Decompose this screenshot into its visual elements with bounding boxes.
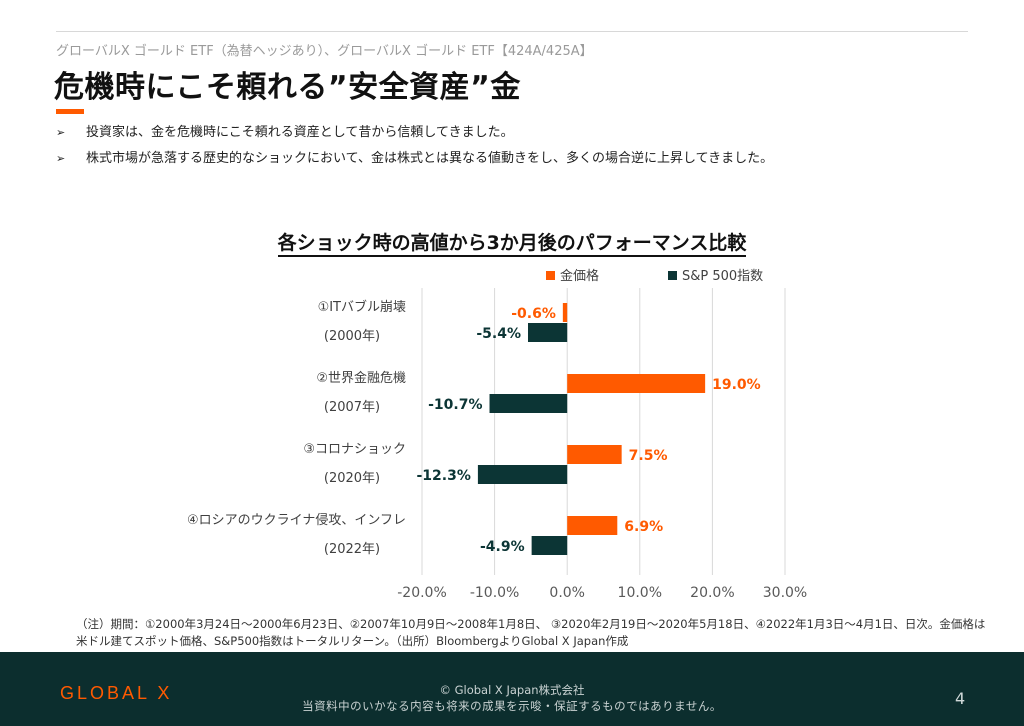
arrow-bullet-icon: ➢ [56,152,66,165]
x-tick-label: 30.0% [763,585,807,601]
x-tick-label: -10.0% [470,585,520,601]
bar [567,516,618,535]
data-label: -10.7% [428,397,482,413]
chart-title-text: 各ショック時の高値から3か月後のパフォーマンス比較 [277,232,747,257]
data-label: 7.5% [629,448,668,464]
category-label: ①ITバブル崩壊 [318,299,406,315]
x-tick-label: 20.0% [690,585,734,601]
category-label: ③コロナショック [303,442,406,457]
chart-title: 各ショック時の高値から3か月後のパフォーマンス比較 [0,228,1024,257]
data-label: -0.6% [511,306,556,322]
arrow-bullet-icon: ➢ [56,126,66,139]
legend-swatch [546,271,555,280]
bullet-text: 株式市場が急落する歴史的なショックにおいて、金は株式とは異なる値動きをし、多くの… [86,151,774,166]
top-divider [56,31,968,32]
bullet-text: 投資家は、金を危機時にこそ頼れる資産として昔から信頼してきました。 [86,125,514,140]
x-tick-label: 0.0% [549,585,585,601]
category-year-label: (2007年) [324,400,380,415]
data-label: -12.3% [417,468,471,484]
bar [527,323,568,342]
category-label: ②世界金融危機 [316,370,406,386]
bar [562,303,568,322]
data-label: -5.4% [476,326,521,342]
data-label: 19.0% [712,377,761,393]
x-tick-label: -20.0% [397,585,447,601]
global-x-logo: GLOBAL X [60,683,173,703]
page-title: 危機時にこそ頼れる”安全資産”金 [54,70,521,105]
fund-subtitle: グローバルX ゴールド ETF（為替ヘッジあり）、グローバルX ゴールド ETF… [56,44,593,59]
title-accent-bar [56,109,84,114]
bar [567,445,622,464]
footnote: （注）期間：①2000年3月24日～2000年6月23日、②2007年10月9日… [76,617,986,648]
footer-bar: GLOBAL X © Global X Japan株式会社 当資料中のいかなる内… [0,652,1024,726]
category-label: ④ロシアのウクライナ侵攻、インフレ [187,512,406,528]
category-year-label: (2020年) [324,471,380,486]
page-number: 4 [955,689,966,708]
footer-disclaimer: 当資料中のいかなる内容も将来の成果を示唆・保証するものではありません。 [302,699,722,713]
bullet-list: ➢ 投資家は、金を危機時にこそ頼れる資産として昔から信頼してきました。 ➢ 株式市場… [56,124,773,176]
data-label: -4.9% [480,539,525,555]
bar [567,374,706,393]
data-label: 6.9% [624,519,663,535]
legend-swatch [668,271,677,280]
category-year-label: (2022年) [324,542,380,557]
bar [531,536,568,555]
legend-label: 金価格 [560,268,599,284]
legend-label: S&P 500指数 [682,269,763,284]
bullet-item: ➢ 株式市場が急落する歴史的なショックにおいて、金は株式とは異なる値動きをし、多く… [56,150,773,176]
bar [477,465,568,484]
category-year-label: (2000年) [324,329,380,344]
x-tick-label: 10.0% [618,585,662,601]
bullet-item: ➢ 投資家は、金を危機時にこそ頼れる資産として昔から信頼してきました。 [56,124,773,150]
bar [489,394,568,413]
footer-copyright: © Global X Japan株式会社 [439,683,585,697]
